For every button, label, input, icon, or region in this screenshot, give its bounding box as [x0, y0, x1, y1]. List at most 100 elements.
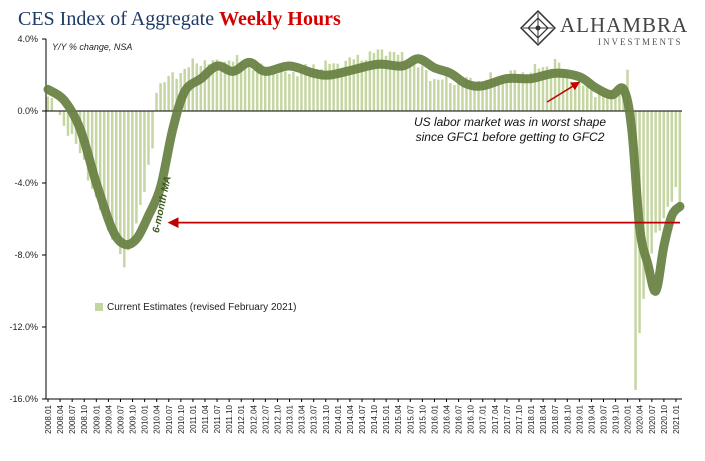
bar-21 — [131, 111, 134, 243]
x-tick-label-7: 2009.10 — [129, 404, 138, 433]
bar-85 — [388, 51, 392, 111]
bar-70 — [328, 63, 331, 111]
bar-109 — [485, 79, 488, 111]
bar-73 — [340, 69, 343, 111]
bar-31 — [171, 72, 174, 111]
bar-4 — [62, 111, 66, 126]
bar-81 — [372, 53, 376, 111]
x-tick-label-1: 2008.04 — [56, 404, 65, 433]
bar-49 — [243, 66, 247, 111]
bar-148 — [642, 111, 645, 299]
bar-83 — [380, 49, 384, 111]
bar-46 — [231, 61, 235, 111]
y-tick-label-3: -8.0% — [14, 250, 38, 260]
legend: Current Estimates (revised February 2021… — [95, 302, 297, 313]
bar-42 — [215, 59, 219, 111]
x-tick-label-6: 2009.07 — [116, 404, 125, 433]
title-main: CES Index of Aggregate — [18, 8, 220, 30]
x-tick-label-23: 2013.10 — [322, 404, 331, 433]
x-tick-label-37: 2017.04 — [491, 404, 500, 433]
x-tick-label-38: 2017.07 — [503, 404, 512, 433]
x-tick-label-22: 2013.07 — [310, 404, 319, 433]
bar-106 — [473, 85, 476, 111]
x-tick-label-5: 2009.04 — [104, 404, 113, 433]
bar-18 — [119, 111, 122, 255]
bar-12 — [94, 111, 98, 198]
alhambra-diamond-icon — [520, 10, 556, 47]
bar-149 — [646, 111, 649, 273]
bar-51 — [251, 70, 255, 111]
bar-27 — [155, 92, 158, 111]
bar-135 — [590, 90, 593, 111]
x-tick-label-34: 2016.07 — [455, 404, 464, 433]
bar-111 — [493, 78, 496, 111]
x-tick-label-28: 2015.01 — [382, 404, 391, 433]
bar-23 — [139, 111, 142, 205]
x-tick-label-24: 2014.01 — [334, 404, 343, 433]
bar-25 — [147, 111, 150, 165]
bar-100 — [449, 83, 452, 111]
x-tick-label-42: 2018.07 — [551, 404, 560, 433]
bar-80 — [368, 51, 372, 111]
bar-3 — [58, 111, 62, 116]
bar-47 — [235, 55, 239, 111]
bar-113 — [501, 76, 504, 111]
bar-123 — [541, 67, 545, 111]
bar-92 — [416, 67, 420, 111]
annotation-line-1: US labor market was in worst shape — [413, 115, 607, 129]
bar-16 — [111, 111, 114, 240]
bar-6 — [70, 111, 74, 135]
bar-75 — [348, 57, 351, 111]
bar-99 — [445, 74, 448, 111]
bar-19 — [123, 111, 126, 268]
bar-86 — [392, 51, 396, 111]
bar-30 — [167, 75, 170, 111]
x-tick-label-8: 2010.01 — [141, 404, 150, 433]
bar-82 — [376, 49, 380, 111]
title-highlight: Weekly Hours — [219, 8, 341, 30]
y-tick-label-1: 0.0% — [17, 106, 38, 116]
ma-line — [43, 54, 685, 296]
x-tick-label-44: 2019.01 — [575, 404, 584, 433]
bar-98 — [441, 79, 444, 111]
bar-137 — [598, 90, 601, 111]
bar-122 — [537, 68, 541, 111]
bar-94 — [424, 70, 428, 111]
x-tick-label-13: 2011.04 — [201, 404, 210, 433]
bar-93 — [420, 65, 424, 111]
bar-95 — [429, 80, 432, 111]
bar-139 — [606, 93, 609, 111]
bar-102 — [457, 82, 460, 111]
x-tick-label-48: 2020.01 — [624, 404, 633, 433]
bar-96 — [433, 79, 436, 111]
bar-142 — [618, 93, 621, 111]
axes-layer: 4.0%0.0%-4.0%-8.0%-12.0%-16.0%2008.01 200… — [9, 34, 682, 434]
x-tick-label-18: 2012.07 — [261, 404, 270, 433]
bar-110 — [489, 72, 492, 111]
bar-129 — [565, 71, 569, 111]
bar-26 — [151, 111, 154, 149]
bar-61 — [292, 72, 295, 111]
x-tick-label-52: 2021.01 — [672, 404, 681, 433]
bar-157 — [678, 111, 682, 210]
bar-131 — [573, 82, 577, 111]
bar-44 — [223, 61, 227, 111]
x-tick-label-0: 2008.01 — [44, 404, 53, 433]
chart-title: CES Index of Aggregate Weekly Hours — [18, 8, 341, 31]
x-tick-label-26: 2014.07 — [358, 404, 367, 433]
x-tick-label-15: 2011.10 — [225, 404, 234, 433]
bar-20 — [127, 111, 130, 251]
x-tick-label-14: 2011.07 — [213, 404, 222, 433]
bar-118 — [521, 72, 525, 111]
bar-133 — [581, 85, 585, 111]
bar-60 — [288, 73, 291, 111]
bar-66 — [312, 64, 315, 111]
x-tick-label-17: 2012.04 — [249, 404, 258, 433]
bar-45 — [227, 60, 231, 111]
bar-121 — [533, 64, 537, 111]
bar-32 — [175, 78, 178, 111]
x-tick-label-25: 2014.04 — [346, 404, 355, 433]
bar-64 — [304, 64, 307, 111]
bar-155 — [670, 111, 674, 202]
bar-62 — [296, 76, 299, 111]
